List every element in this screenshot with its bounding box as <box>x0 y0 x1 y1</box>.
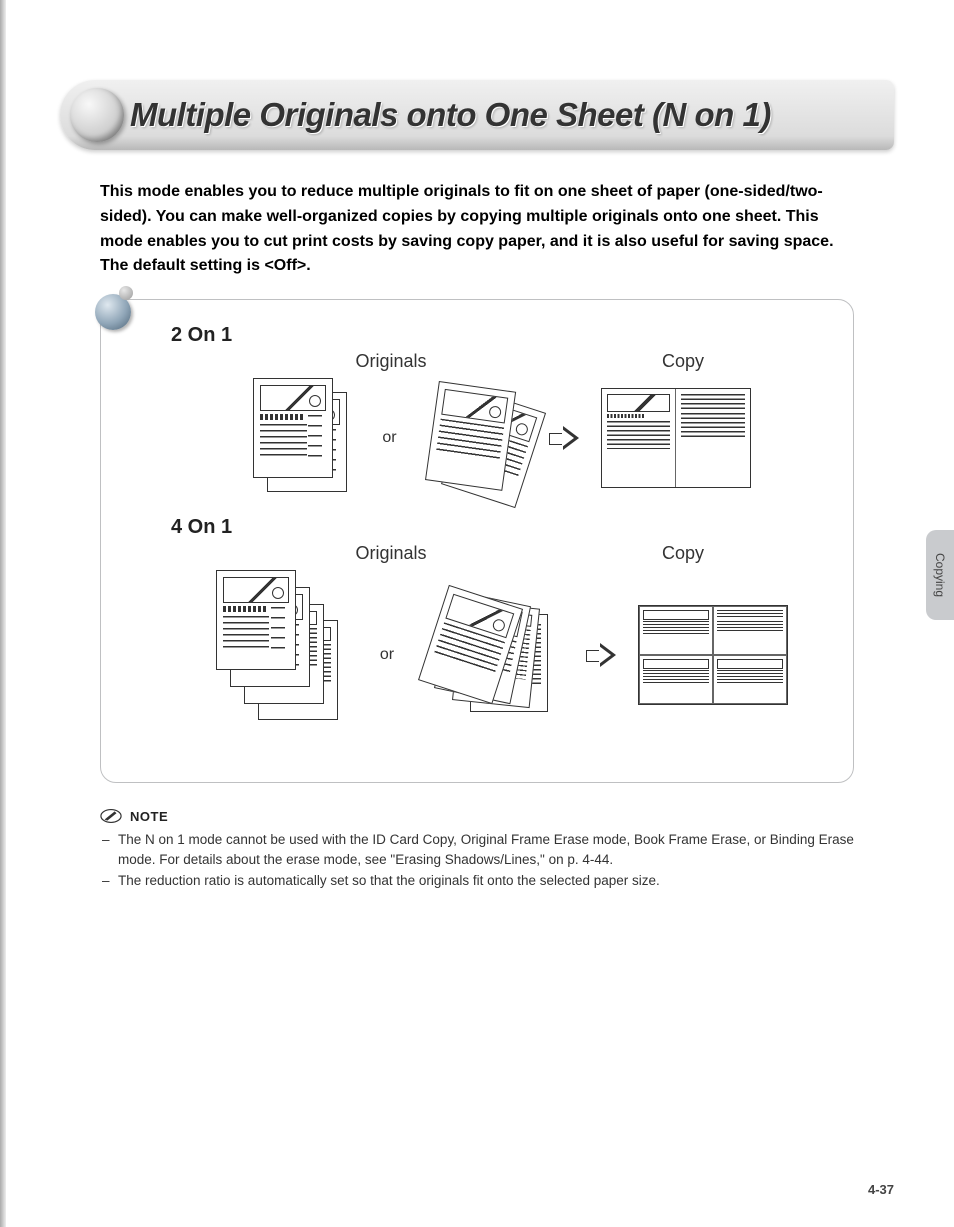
copy-result-2on1 <box>601 388 751 488</box>
side-tab: Copying <box>926 530 954 620</box>
section-4on1-illustration: or <box>121 564 833 752</box>
intro-text: This mode enables you to reduce multiple… <box>100 180 854 279</box>
section-2on1-title: 2 On 1 <box>171 324 833 347</box>
title-banner: Multiple Originals onto One Sheet (N on … <box>60 80 894 150</box>
arrow-icon <box>549 424 583 452</box>
pencil-icon <box>100 808 122 824</box>
side-tab-label: Copying <box>933 553 947 597</box>
default-setting: The default setting is <Off>. <box>100 257 311 274</box>
note-block: NOTE The N on 1 mode cannot be used with… <box>100 808 854 891</box>
originals-label: Originals <box>241 543 541 564</box>
section-4on1-labels: Originals Copy <box>241 543 813 564</box>
originals-stack4-portrait <box>216 570 356 740</box>
originals-fan-landscape <box>421 378 531 498</box>
copy-label: Copy <box>593 351 773 372</box>
section-2on1-labels: Originals Copy <box>241 351 813 372</box>
section-2on1-illustration: or <box>121 372 833 510</box>
note-header: NOTE <box>100 808 854 824</box>
originals-label: Originals <box>241 351 541 372</box>
arrow-icon <box>586 641 620 669</box>
note-list: The N on 1 mode cannot be used with the … <box>100 830 854 891</box>
originals-stack4-landscape <box>418 580 568 730</box>
copy-label: Copy <box>593 543 773 564</box>
note-label: NOTE <box>130 809 168 824</box>
page-title: Multiple Originals onto One Sheet (N on … <box>130 96 771 134</box>
page-content: Multiple Originals onto One Sheet (N on … <box>0 0 954 891</box>
decorative-sphere-icon <box>95 294 131 330</box>
diagram-box: 2 On 1 Originals Copy or 4 On 1 Origin <box>100 299 854 783</box>
copy-result-4on1 <box>638 605 788 705</box>
note-item: The N on 1 mode cannot be used with the … <box>100 830 854 869</box>
section-4on1-title: 4 On 1 <box>171 516 833 539</box>
or-text: or <box>376 429 402 447</box>
or-text: or <box>374 646 400 664</box>
intro-body: This mode enables you to reduce multiple… <box>100 183 834 250</box>
page-number: 4-37 <box>868 1182 894 1197</box>
originals-stack-portrait <box>253 378 358 498</box>
note-item: The reduction ratio is automatically set… <box>100 871 854 891</box>
